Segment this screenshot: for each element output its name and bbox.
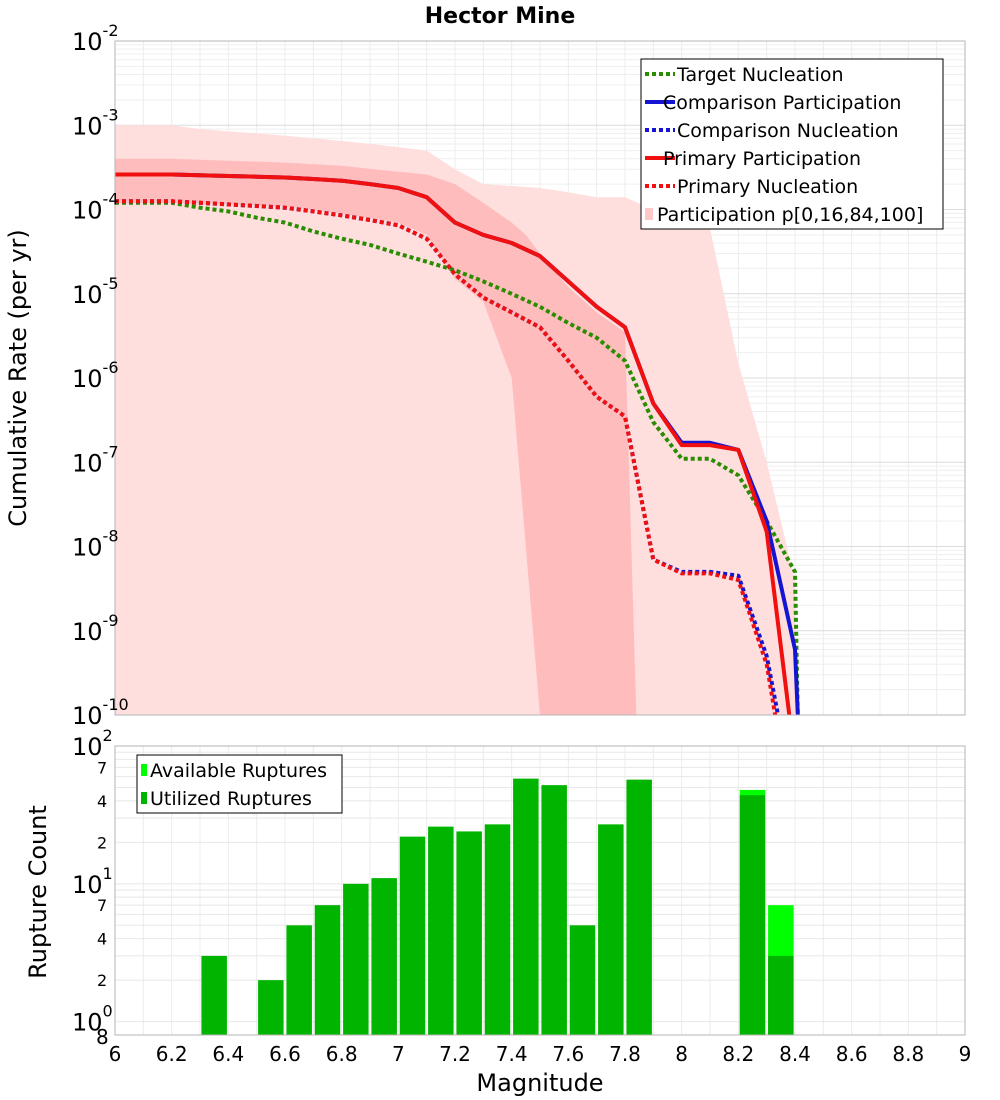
y-tick-exponent: -4: [103, 190, 119, 209]
top-panel: 10-2 10-3 10-4 10-5 10-6 10-7 10-8 10-9 10-10 Cu…: [4, 21, 966, 730]
x-tick-label: 9: [959, 1042, 972, 1066]
y-tick-label: 10-7: [72, 442, 119, 477]
y-tick-label: 101: [72, 864, 113, 899]
bar: [428, 826, 454, 1035]
y-tick-exponent: -5: [103, 274, 119, 293]
y-tick-label: 102: [72, 726, 113, 761]
bar: [399, 836, 426, 1035]
bar: [598, 824, 624, 1035]
y-tick-exponent: -3: [103, 105, 119, 124]
x-tick-label: 6.4: [212, 1042, 244, 1066]
legend-swatch: [645, 208, 653, 220]
bar: [456, 831, 482, 1035]
x-tick-label: 7.6: [552, 1042, 584, 1066]
legend-box: [136, 754, 343, 814]
x-tick-label: 8.8: [892, 1042, 924, 1066]
bar: [739, 795, 766, 1035]
y-tick-exponent: -6: [103, 358, 119, 377]
top-legend: Target Nucleation Comparison Participatio…: [640, 58, 944, 230]
legend-swatch: [141, 792, 147, 804]
bottom-bars: [201, 778, 794, 1035]
y-minor-tick-label: 7: [97, 896, 107, 915]
x-tick-label: 8.2: [722, 1042, 754, 1066]
bar: [371, 878, 397, 1035]
bar: [343, 883, 369, 1035]
bar: [484, 824, 511, 1035]
x-tick-label: 7: [392, 1042, 405, 1066]
x-tick-label: 8.6: [836, 1042, 868, 1066]
x-tick-label: 7.4: [496, 1042, 528, 1066]
y-minor-tick-label: 2: [97, 971, 107, 990]
series-line: [115, 199, 778, 715]
top-plot-border: [114, 40, 966, 716]
legend-label: Comparison Nucleation: [677, 120, 899, 142]
series-line: [115, 172, 792, 715]
bar: [314, 905, 341, 1035]
bottom-x-tick-labels: 6 6.2 6.4 6.6 6.8 7 7.2 7.4 7.6 7.8 8 8.2 8.4 8.6 8.8 9: [109, 1042, 972, 1066]
percentile-band: [115, 158, 637, 715]
legend-box: [640, 58, 944, 230]
series-line: [115, 200, 800, 715]
x-tick-label: 6.2: [156, 1042, 188, 1066]
y-tick-label: 10-2: [72, 21, 119, 56]
x-tick-label: 7.8: [609, 1042, 641, 1066]
y-minor-tick-label: 4: [97, 930, 107, 949]
y-tick-exponent: -2: [103, 21, 119, 40]
y-tick-exponent: 2: [103, 726, 113, 745]
bar: [569, 925, 596, 1035]
x-axis-label: Magnitude: [476, 1069, 603, 1097]
legend-label: Primary Nucleation: [677, 176, 858, 198]
y-tick-label: 10-10: [72, 695, 129, 730]
top-series-lines: [115, 172, 800, 715]
y-tick-exponent: -9: [103, 611, 119, 630]
top-y-axis-label: Cumulative Rate (per yr): [4, 229, 32, 527]
y-minor-tick-label: 2: [97, 833, 107, 852]
y-tick-exponent: 0: [103, 1002, 113, 1021]
bar: [286, 925, 312, 1035]
bottom-plot-border: [114, 745, 966, 1036]
bar: [201, 955, 227, 1035]
y-minor-tick-label: 7: [97, 758, 107, 777]
legend-label: Available Ruptures: [150, 760, 327, 782]
bar: [768, 955, 794, 1035]
bar: [541, 785, 567, 1035]
legend-label: Utilized Ruptures: [150, 788, 312, 810]
legend-label: Primary Participation: [663, 148, 861, 170]
x-tick-label: 8: [675, 1042, 688, 1066]
bar: [513, 778, 539, 1035]
y-tick-label: 10-4: [72, 190, 119, 225]
top-percentile-bands: [115, 125, 795, 715]
y-tick-exponent: -7: [103, 442, 119, 461]
legend-label: Comparison Participation: [663, 92, 901, 114]
y-tick-exponent: 1: [103, 864, 113, 883]
bottom-legend: Available Ruptures Utilized Ruptures: [136, 754, 343, 814]
bar: [258, 980, 284, 1035]
y-minor-tick-label: 4: [97, 792, 107, 811]
y-tick-label: 10-3: [72, 105, 119, 140]
bar: [626, 779, 652, 1035]
x-tick-label: 6: [109, 1042, 122, 1066]
legend-label: Participation p[0,16,84,100]: [657, 204, 923, 226]
y-tick-exponent: -10: [103, 695, 129, 714]
legend-swatch: [141, 764, 147, 776]
y-minor-tick-label: 8: [96, 1025, 109, 1049]
y-tick-exponent: -8: [103, 527, 119, 546]
x-tick-label: 6.6: [269, 1042, 301, 1066]
y-tick-label: 10-6: [72, 358, 119, 393]
x-tick-label: 7.2: [439, 1042, 471, 1066]
bottom-y-axis-label: Rupture Count: [24, 805, 52, 979]
y-tick-label: 10-8: [72, 527, 119, 562]
x-tick-label: 8.4: [779, 1042, 811, 1066]
legend-label: Target Nucleation: [676, 64, 844, 86]
chart-title: Hector Mine: [425, 4, 576, 29]
y-tick-label: 10-5: [72, 274, 119, 309]
y-tick-label: 10-9: [72, 611, 119, 646]
x-tick-label: 6.8: [326, 1042, 358, 1066]
